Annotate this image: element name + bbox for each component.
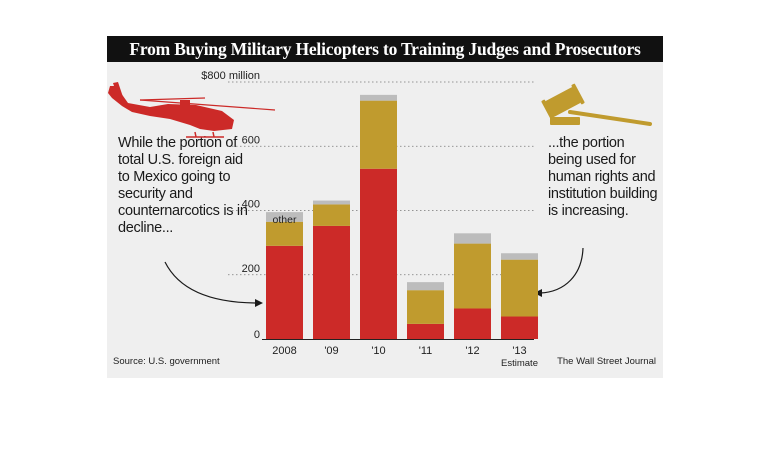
x-tick-label: 2008 xyxy=(272,345,296,357)
bar-institution-5 xyxy=(501,259,538,317)
source-note: Source: U.S. government xyxy=(113,356,220,367)
annotation-institution-increase: ...the portion being used for human righ… xyxy=(548,135,658,219)
gavel-icon xyxy=(541,83,652,126)
bar-security-5 xyxy=(501,316,538,339)
publisher-credit: The Wall Street Journal xyxy=(557,356,656,367)
y-tick-label: 400 xyxy=(242,199,260,211)
x-tick-sublabel: Estimate xyxy=(501,358,538,369)
x-tick-label: '09 xyxy=(324,345,338,357)
bar-other-0 xyxy=(266,212,303,222)
y-axis: 0 200 400 600 $800 million xyxy=(201,70,260,341)
y-tick-label: 600 xyxy=(242,134,260,146)
y-tick-label: $800 million xyxy=(201,70,260,82)
x-tick-label: '12 xyxy=(465,345,479,357)
x-tick-label: '13 xyxy=(512,345,526,357)
bar-institution-2 xyxy=(360,100,397,169)
bar-other-1 xyxy=(313,200,350,205)
bar-institution-3 xyxy=(407,290,444,324)
bar-security-3 xyxy=(407,323,444,339)
bar-other-3 xyxy=(407,282,444,291)
arrow-left-head xyxy=(255,299,263,307)
annotation-security-decline: While the portion of total U.S. foreign … xyxy=(118,135,248,236)
x-tick-label: '11 xyxy=(419,345,433,357)
bar-security-2 xyxy=(360,168,397,339)
bar-security-0 xyxy=(266,245,303,339)
arrow-right xyxy=(539,247,584,294)
bar-other-4 xyxy=(454,233,491,244)
bar-institution-4 xyxy=(454,243,491,309)
bar-institution-1 xyxy=(313,204,350,226)
helicopter-icon xyxy=(108,82,276,138)
bars: other xyxy=(266,94,538,339)
bar-other-2 xyxy=(360,94,397,101)
bar-security-1 xyxy=(313,225,350,339)
x-tick-label: '10 xyxy=(371,345,385,357)
y-tick-label: 200 xyxy=(242,263,260,275)
chart-title: From Buying Military Helicopters to Trai… xyxy=(107,36,663,62)
y-tick-label: 0 xyxy=(254,329,260,341)
arrow-left xyxy=(164,261,259,304)
bar-institution-0 xyxy=(266,221,303,246)
series-label-other: other xyxy=(273,214,297,226)
bar-other-5 xyxy=(501,253,538,260)
bar-security-4 xyxy=(454,308,491,339)
